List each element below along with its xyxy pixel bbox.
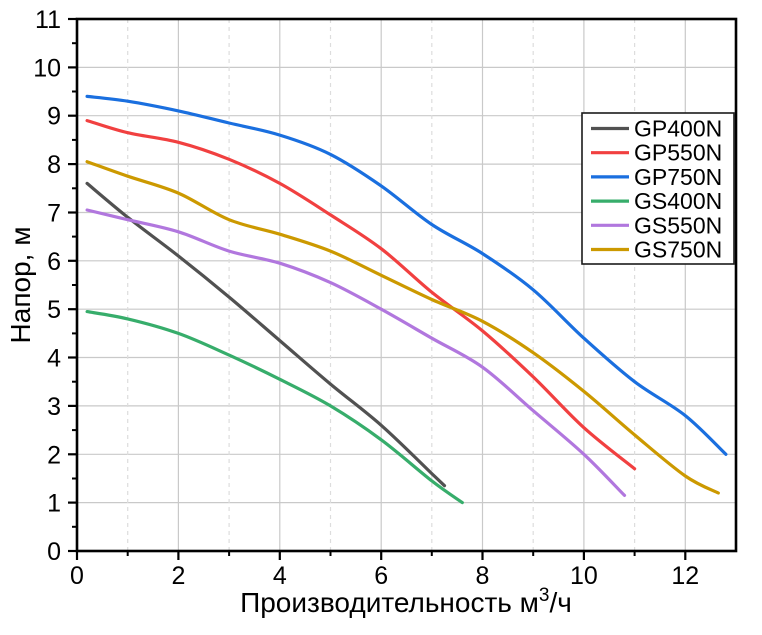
- curve-GP750N: [85, 94, 728, 456]
- y-axis-title: Напор, м: [5, 227, 36, 344]
- axis-titles: Напор, м Производительность м3/ч: [5, 227, 572, 618]
- legend-entry-GS750N: GS750N: [591, 237, 722, 263]
- legend-entry-GP550N: GP550N: [591, 140, 722, 166]
- legend-entry-GP750N: GP750N: [591, 164, 722, 190]
- legend-entry-GS550N: GS550N: [591, 212, 722, 238]
- legend-label: GS400N: [634, 188, 722, 214]
- legend-label: GP400N: [634, 116, 722, 142]
- x-tick-label: 6: [374, 562, 388, 590]
- x-tick-label: 4: [273, 562, 287, 590]
- y-tick-label: 5: [47, 296, 61, 324]
- x-tick-label: 12: [671, 562, 699, 590]
- x-tick-label: 2: [171, 562, 185, 590]
- y-tick-label: 3: [47, 393, 61, 421]
- series-curves: [85, 94, 728, 505]
- y-tick-label: 9: [47, 103, 61, 131]
- y-tick-label: 11: [35, 6, 61, 34]
- legend-box: [581, 112, 735, 265]
- y-tick-label: 10: [33, 54, 61, 82]
- gridlines: [77, 19, 736, 551]
- y-tick-label: 2: [47, 441, 61, 469]
- x-tick-label: 10: [570, 562, 598, 590]
- curve-GS750N: [85, 160, 720, 495]
- x-tick-label: 0: [70, 562, 84, 590]
- x-axis-title: Производительность м3/ч: [240, 585, 572, 618]
- y-tick-label: 7: [47, 200, 61, 228]
- y-tick-label: 0: [47, 538, 61, 566]
- axis-ticks: [68, 17, 687, 560]
- plot-frame: [75, 17, 738, 553]
- legend-label: GP750N: [634, 164, 722, 190]
- x-tick-label: 8: [476, 562, 490, 590]
- legend-label: GP550N: [634, 140, 722, 166]
- y-tick-label: 8: [47, 151, 61, 179]
- curve-GS400N: [85, 310, 464, 505]
- axes-frame: [75, 17, 738, 553]
- y-tick-label: 1: [47, 490, 61, 518]
- legend-entry-GP400N: GP400N: [591, 116, 722, 142]
- legend-label: GS550N: [634, 212, 722, 238]
- legend-entry-GS400N: GS400N: [591, 188, 722, 214]
- curve-GP400N: [85, 181, 447, 488]
- legend-label: GS750N: [634, 237, 722, 263]
- y-tick-label: 6: [47, 248, 61, 276]
- curve-GS550N: [85, 208, 627, 497]
- y-tick-label: 4: [47, 345, 61, 373]
- curve-GP550N: [85, 119, 637, 471]
